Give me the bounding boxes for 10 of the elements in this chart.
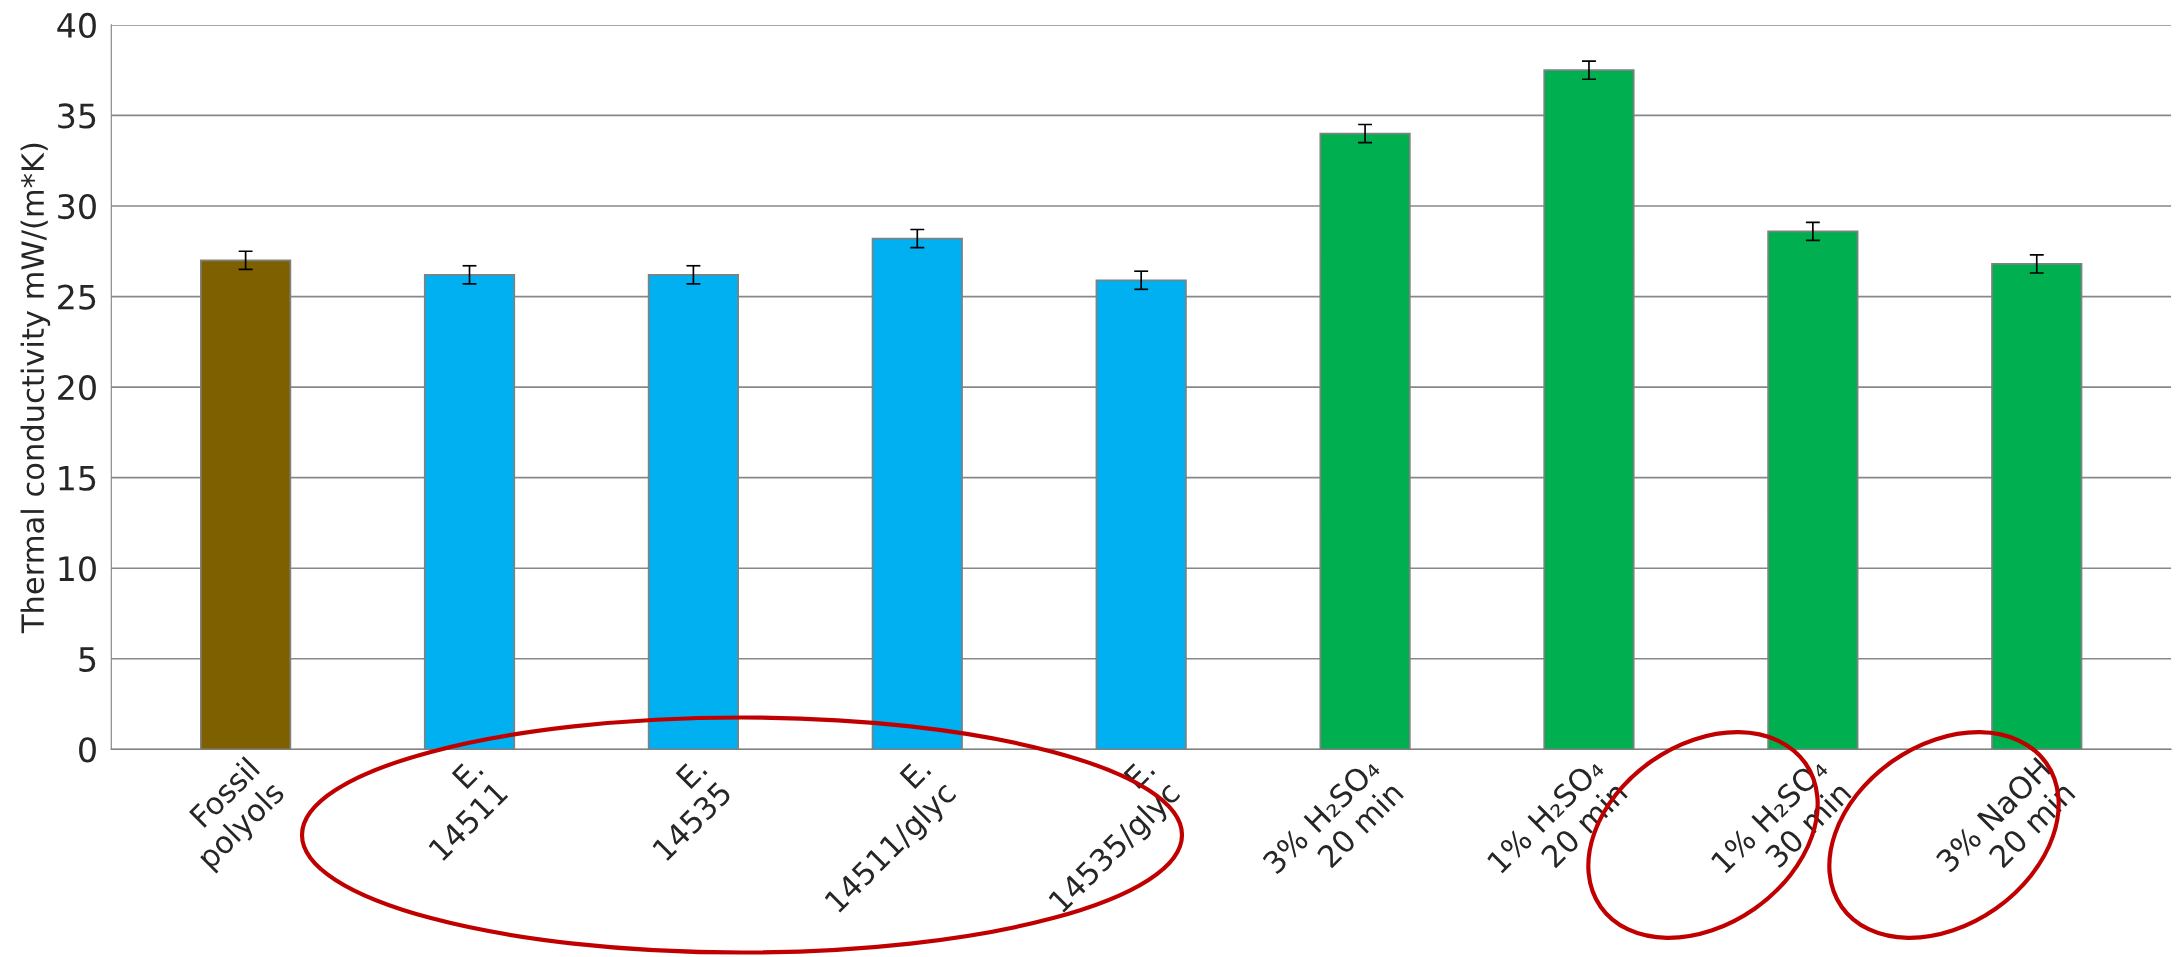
y-axis-title: Thermal conductivity mW/(m*K) (20, 143, 51, 634)
y-tick-label: 30 (58, 193, 96, 220)
y-tick-label: 15 (59, 466, 96, 491)
y-tick-label: 35 (58, 103, 96, 129)
y-tick-label: 40 (57, 12, 96, 39)
y-tick-label: 5 (79, 647, 96, 672)
y-tick-label: 20 (58, 375, 96, 401)
y-tick-label: 25 (58, 284, 96, 310)
y-tick-label: 0 (79, 737, 96, 763)
y-tick-label: 10 (59, 556, 96, 582)
